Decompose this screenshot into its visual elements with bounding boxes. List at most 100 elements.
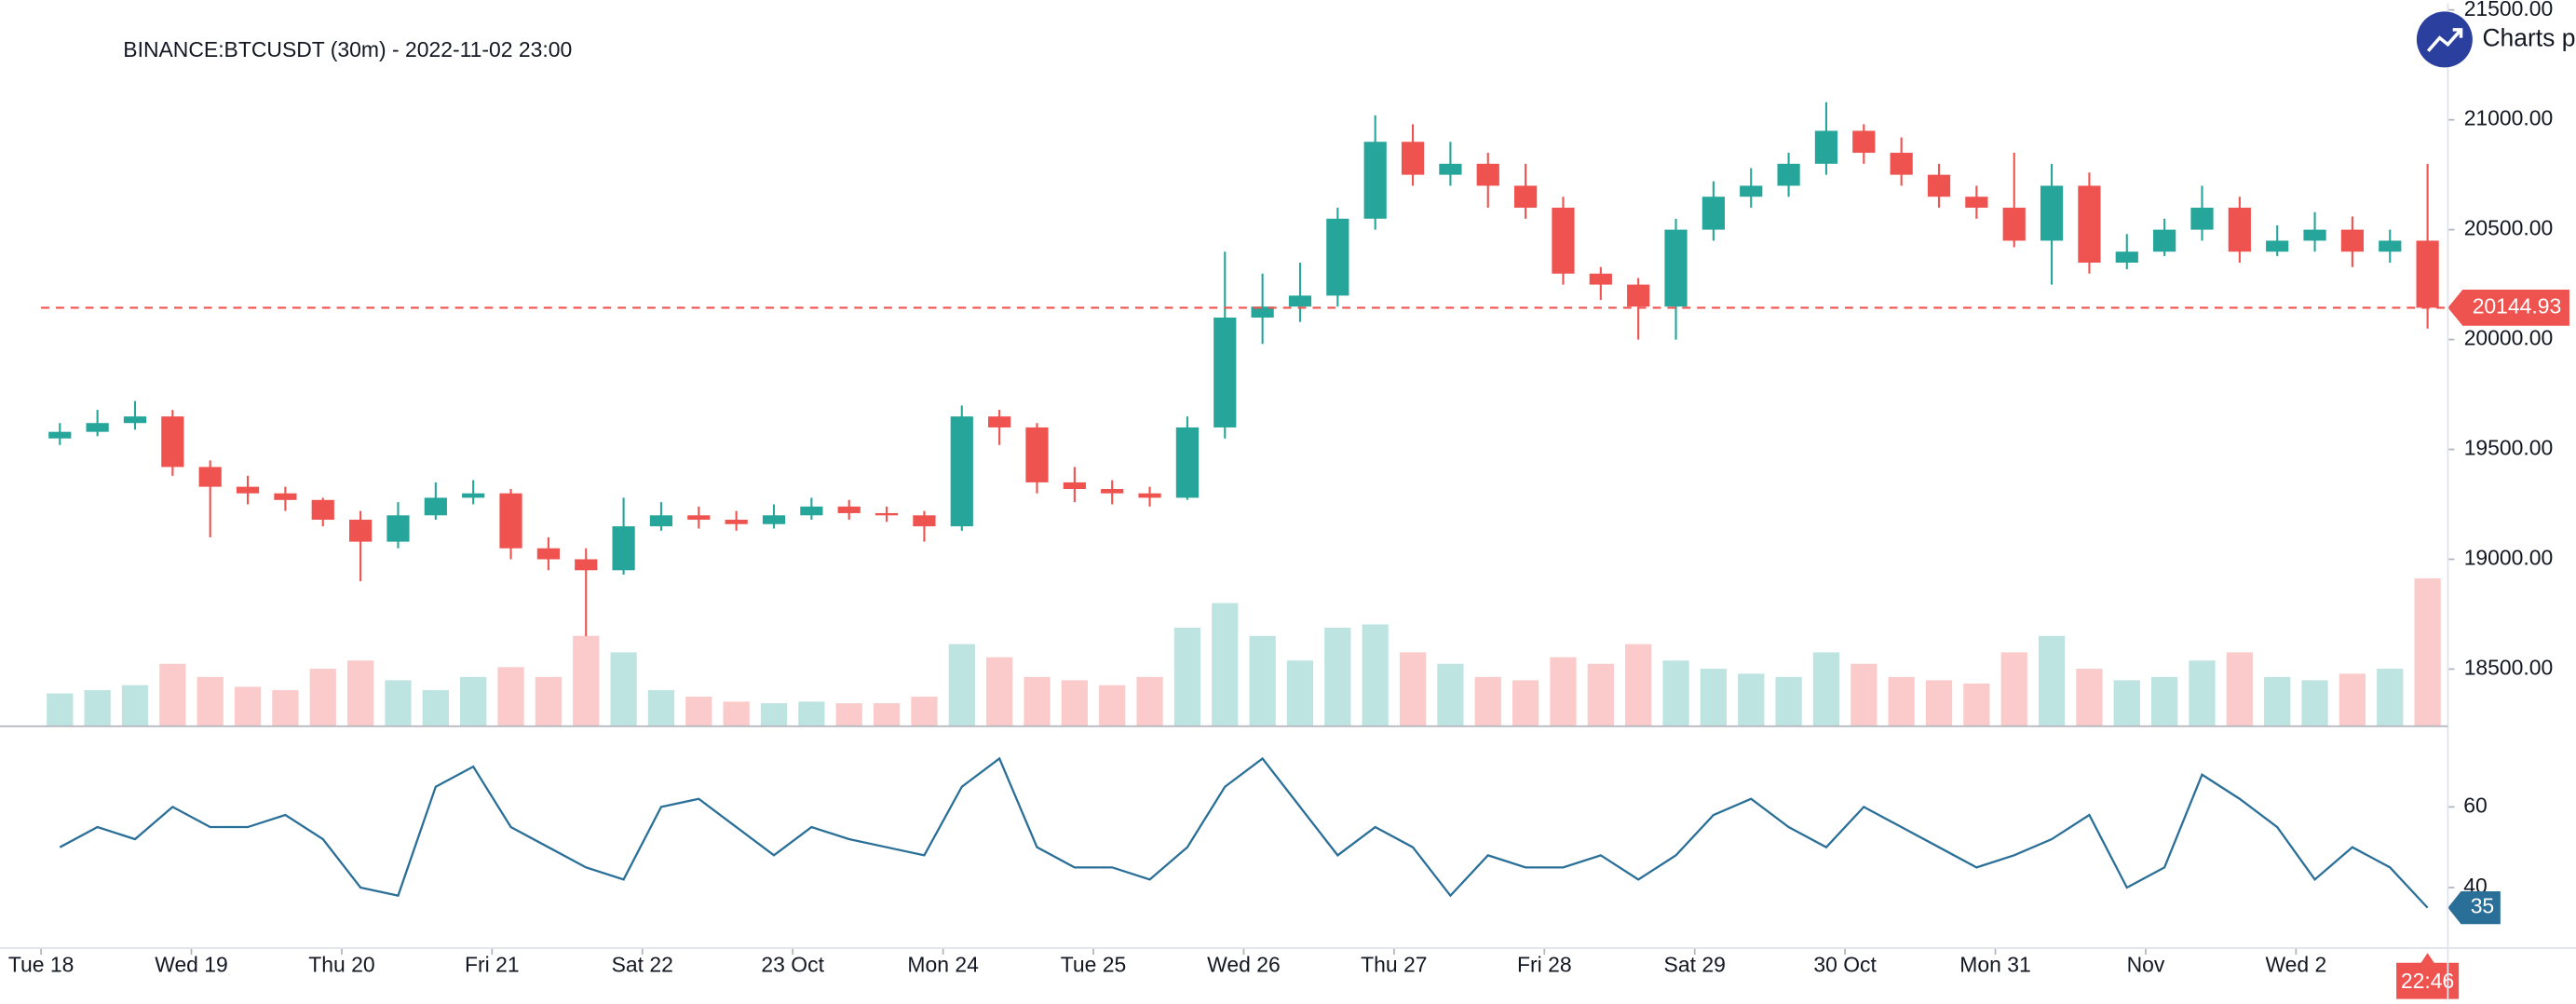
x-tick-label: Sat 29 [1664, 952, 1726, 976]
background [0, 3, 2576, 1001]
volume-bar [2226, 652, 2253, 726]
volume-bar [460, 676, 487, 726]
volume-bar [798, 701, 825, 726]
volume-bar [1700, 669, 1728, 726]
candle-body [1138, 493, 1161, 498]
candle-body [649, 515, 673, 527]
volume-bar [1625, 644, 1652, 726]
candle-body [1627, 284, 1650, 307]
volume-bar [234, 686, 262, 726]
candle-body [725, 520, 748, 524]
candle-body [2340, 229, 2365, 252]
chart-title: BINANCE:BTCUSDT (30m) - 2022-11-02 23:00 [123, 37, 572, 61]
volume-bar [535, 676, 563, 726]
volume-bar [1437, 663, 1464, 726]
time-label: 22:46 [2401, 969, 2454, 993]
rsi-line [59, 756, 2429, 909]
volume-bar [1512, 680, 1539, 726]
volume-bar [1324, 627, 1351, 726]
candle-body [2190, 208, 2214, 230]
candle-body [499, 493, 522, 549]
volume-bar [121, 685, 149, 726]
candle-body [311, 499, 334, 521]
candle-body [1552, 208, 1575, 274]
y-tick-label: 20000.00 [2464, 326, 2554, 350]
y-tick-label: 19000.00 [2464, 546, 2554, 570]
volume-bar [1587, 663, 1614, 726]
last-price-tag [2447, 289, 2569, 326]
x-tick-label: Tue 25 [1061, 952, 1127, 976]
rsi-tick-label: 60 [2463, 793, 2488, 817]
volume-bar [1738, 673, 1765, 726]
candle-body [1589, 273, 1612, 285]
x-tick-label: Mon 24 [907, 952, 979, 976]
candle-body [988, 416, 1011, 427]
volume-bar [385, 680, 412, 726]
volume-bar [497, 667, 524, 726]
brand-logo[interactable] [2416, 11, 2473, 68]
volume-bar [2264, 676, 2291, 726]
volume-bar [1173, 627, 1201, 726]
candle-body [1814, 130, 1838, 164]
x-tick-label: Fri 28 [1517, 952, 1572, 976]
candle-body [2228, 208, 2251, 252]
volume-bar [2151, 676, 2178, 726]
volume-bar [573, 635, 600, 726]
volume-bar [1963, 683, 1990, 726]
volume-bar [2189, 660, 2216, 726]
candle-body [1439, 163, 1462, 175]
volume-bar [760, 703, 788, 726]
volume-bar [422, 689, 449, 726]
candle-body [2266, 240, 2289, 252]
x-tick-label: 23 Oct [761, 952, 824, 976]
x-tick-label: 30 Oct [1813, 952, 1877, 976]
volume-bar [911, 697, 938, 726]
candle-body [123, 416, 147, 424]
volume-bar [1061, 680, 1088, 726]
volume-bar [1249, 635, 1276, 726]
volume-bar [2038, 635, 2066, 726]
last-price-label: 20144.93 [2473, 293, 2562, 318]
candle-body [1513, 185, 1538, 209]
volume-bar [1662, 660, 1689, 726]
candle-body [2115, 251, 2138, 264]
volume-bar [723, 701, 750, 726]
volume-bar [197, 676, 224, 726]
brand-logo-icon [2426, 28, 2462, 52]
candle-body [1251, 306, 1274, 318]
candle-body [86, 423, 109, 432]
candle-body [1702, 197, 1725, 230]
candle-body [1401, 142, 1425, 175]
volume-bar [835, 703, 862, 726]
y-tick-label: 20500.00 [2464, 216, 2554, 240]
y-tick-label: 21000.00 [2464, 106, 2554, 130]
volume-bar [610, 652, 637, 726]
x-tick-label: Tue 18 [8, 952, 75, 976]
y-tick-label: 18500.00 [2464, 656, 2554, 680]
candle-body [1326, 218, 1349, 296]
time-tag [2396, 953, 2460, 999]
volume-bar [986, 657, 1013, 726]
volume-bar [2339, 673, 2366, 726]
volume-bar [1099, 685, 1126, 726]
volume-bar [948, 644, 975, 726]
candle-body [1025, 427, 1049, 482]
volume-bar [2377, 669, 2404, 726]
candle-body [1777, 163, 1800, 186]
rsi-last-tag [2447, 890, 2501, 925]
candle-body [2379, 240, 2402, 252]
candle-body [1890, 153, 1913, 175]
candle-body [1476, 163, 1499, 186]
brand-text[interactable]: Charts p [2482, 23, 2575, 51]
candle-body [386, 515, 410, 542]
volume-bar [1286, 660, 1314, 726]
volume-bar [1812, 652, 1840, 726]
candle-body [2416, 240, 2439, 308]
volume-bar [346, 660, 374, 726]
candle-body [536, 548, 560, 560]
y-tick-label: 19500.00 [2464, 436, 2554, 460]
volume-bar [1362, 624, 1389, 726]
y-tick-label: 21500.00 [2464, 0, 2554, 20]
volume-bar [1136, 676, 1163, 726]
